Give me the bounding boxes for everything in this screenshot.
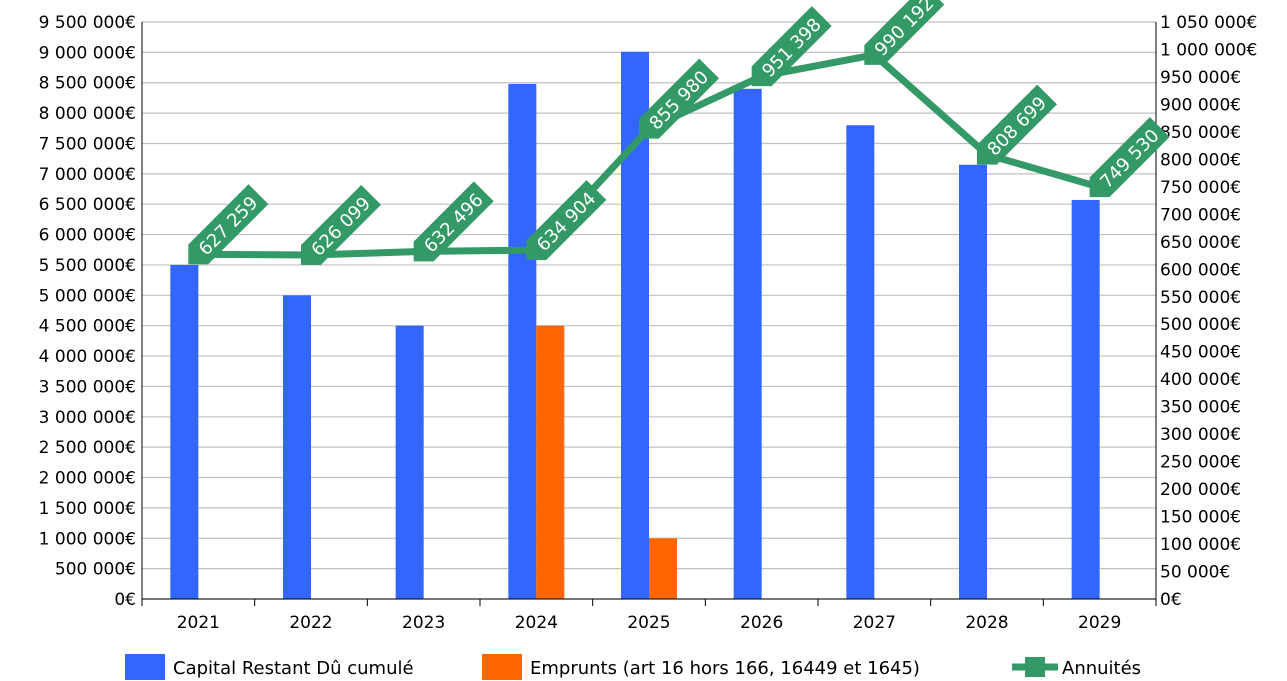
bar bbox=[649, 538, 677, 599]
x-tick-label: 2028 bbox=[965, 613, 1008, 633]
data-label: 749 530 bbox=[1096, 125, 1163, 192]
y-right-tick-label: 250 000€ bbox=[1160, 453, 1241, 473]
legend: Capital Restant Dû cumulé Emprunts (art 1… bbox=[125, 654, 1141, 680]
y-right-tick-label: 350 000€ bbox=[1160, 398, 1241, 418]
bars bbox=[170, 51, 1100, 600]
bar bbox=[395, 325, 424, 599]
y-left-tick-label: 8 000 000€ bbox=[39, 104, 136, 124]
data-label-group: 951 398 bbox=[751, 6, 832, 87]
y-right-tick-label: 400 000€ bbox=[1160, 370, 1241, 390]
data-label-box bbox=[639, 58, 720, 139]
data-label-group: 634 904 bbox=[526, 180, 607, 261]
y-left-tick-label: 500 000€ bbox=[55, 560, 136, 580]
y-right-tick-label: 200 000€ bbox=[1160, 480, 1241, 500]
data-label-box bbox=[977, 84, 1058, 165]
legend-label-emprunts: Emprunts (art 16 hors 166, 16449 et 1645… bbox=[530, 658, 920, 679]
x-tick-label: 2029 bbox=[1078, 613, 1121, 633]
y-left-tick-label: 7 000 000€ bbox=[39, 165, 136, 185]
y-right-tick-label: 650 000€ bbox=[1160, 233, 1241, 253]
x-tick-label: 2023 bbox=[402, 613, 445, 633]
data-label-group: 808 699 bbox=[977, 84, 1058, 165]
bar bbox=[283, 295, 311, 599]
y-left-tick-label: 6 500 000€ bbox=[39, 195, 136, 215]
y-right-tick-label: 800 000€ bbox=[1160, 150, 1241, 170]
y-right-tick-label: 600 000€ bbox=[1160, 260, 1241, 280]
y-left-tick-label: 9 000 000€ bbox=[39, 43, 136, 63]
y-right-tick-label: 900 000€ bbox=[1160, 95, 1241, 115]
x-tick-label: 2027 bbox=[853, 613, 896, 633]
data-label-group: 749 530 bbox=[1089, 117, 1170, 198]
x-tick-label: 2026 bbox=[740, 613, 783, 633]
bar bbox=[959, 164, 987, 600]
bar bbox=[508, 83, 537, 599]
bar bbox=[733, 88, 762, 600]
y-right-tick-label: 50 000€ bbox=[1160, 563, 1230, 583]
y-left-tick-label: 1 000 000€ bbox=[39, 529, 136, 549]
data-label-box bbox=[526, 180, 607, 261]
bar bbox=[846, 125, 875, 600]
data-label: 808 699 bbox=[983, 93, 1050, 160]
y-left-tick-label: 1 500 000€ bbox=[39, 499, 136, 519]
y-right-tick-label: 850 000€ bbox=[1160, 123, 1241, 143]
y-left-tick-label: 6 000 000€ bbox=[39, 226, 136, 246]
bar bbox=[1071, 199, 1100, 599]
y-left-tick-label: 5 500 000€ bbox=[39, 256, 136, 276]
y-right-tick-label: 500 000€ bbox=[1160, 315, 1241, 335]
data-label-box bbox=[1089, 117, 1170, 198]
legend-swatch-capital bbox=[125, 654, 165, 680]
legend-label-annuites: Annuités bbox=[1062, 658, 1141, 679]
y-right-tick-label: 950 000€ bbox=[1160, 68, 1241, 88]
x-tick-label: 2022 bbox=[289, 613, 332, 633]
axes: 0€ 500 000€ 1 000 000€ 1 500 000€ 2 000 000€… bbox=[39, 13, 1258, 633]
data-label-box bbox=[188, 184, 269, 265]
data-label-box bbox=[301, 184, 382, 265]
y-right-tick-label: 1 050 000€ bbox=[1160, 13, 1257, 33]
y-left-tick-label: 9 500 000€ bbox=[39, 13, 136, 33]
data-label: 634 904 bbox=[533, 188, 600, 255]
y-right-tick-label: 1 000 000€ bbox=[1160, 40, 1257, 60]
legend-marker-annuites bbox=[1025, 657, 1045, 677]
data-label: 627 259 bbox=[195, 192, 262, 259]
legend-label-capital: Capital Restant Dû cumulé bbox=[173, 658, 414, 679]
y-left-tick-label: 7 500 000€ bbox=[39, 134, 136, 154]
y-right-tick-label: 700 000€ bbox=[1160, 205, 1241, 225]
y-left-tick-label: 5 000 000€ bbox=[39, 286, 136, 306]
y-right-tick-label: 0€ bbox=[1160, 590, 1182, 610]
y-right-tick-label: 750 000€ bbox=[1160, 178, 1241, 198]
data-label: 632 496 bbox=[420, 190, 487, 257]
y-left-tick-label: 3 000 000€ bbox=[39, 408, 136, 428]
legend-swatch-emprunts bbox=[482, 654, 522, 680]
y-left-tick-label: 2 000 000€ bbox=[39, 469, 136, 489]
x-tick-label: 2025 bbox=[627, 613, 670, 633]
data-label-box bbox=[751, 6, 832, 87]
x-tick-label: 2021 bbox=[177, 613, 220, 633]
y-left-tick-label: 4 000 000€ bbox=[39, 347, 136, 367]
bar bbox=[536, 325, 565, 599]
y-right-tick-label: 150 000€ bbox=[1160, 508, 1241, 528]
y-right-tick-label: 450 000€ bbox=[1160, 343, 1241, 363]
data-label-box bbox=[413, 181, 494, 262]
y-left-tick-label: 2 500 000€ bbox=[39, 438, 136, 458]
bar bbox=[170, 264, 199, 599]
x-tick-label: 2024 bbox=[515, 613, 558, 633]
y-right-tick-label: 300 000€ bbox=[1160, 425, 1241, 445]
data-label-group: 990 192 bbox=[864, 0, 945, 65]
y-right-tick-label: 100 000€ bbox=[1160, 535, 1241, 555]
y-left-tick-label: 3 500 000€ bbox=[39, 377, 136, 397]
y-left-tick-label: 0€ bbox=[114, 590, 136, 610]
y-left-tick-label: 8 500 000€ bbox=[39, 74, 136, 94]
y-right-tick-label: 550 000€ bbox=[1160, 288, 1241, 308]
data-label-box bbox=[864, 0, 945, 65]
y-left-tick-label: 4 500 000€ bbox=[39, 317, 136, 337]
